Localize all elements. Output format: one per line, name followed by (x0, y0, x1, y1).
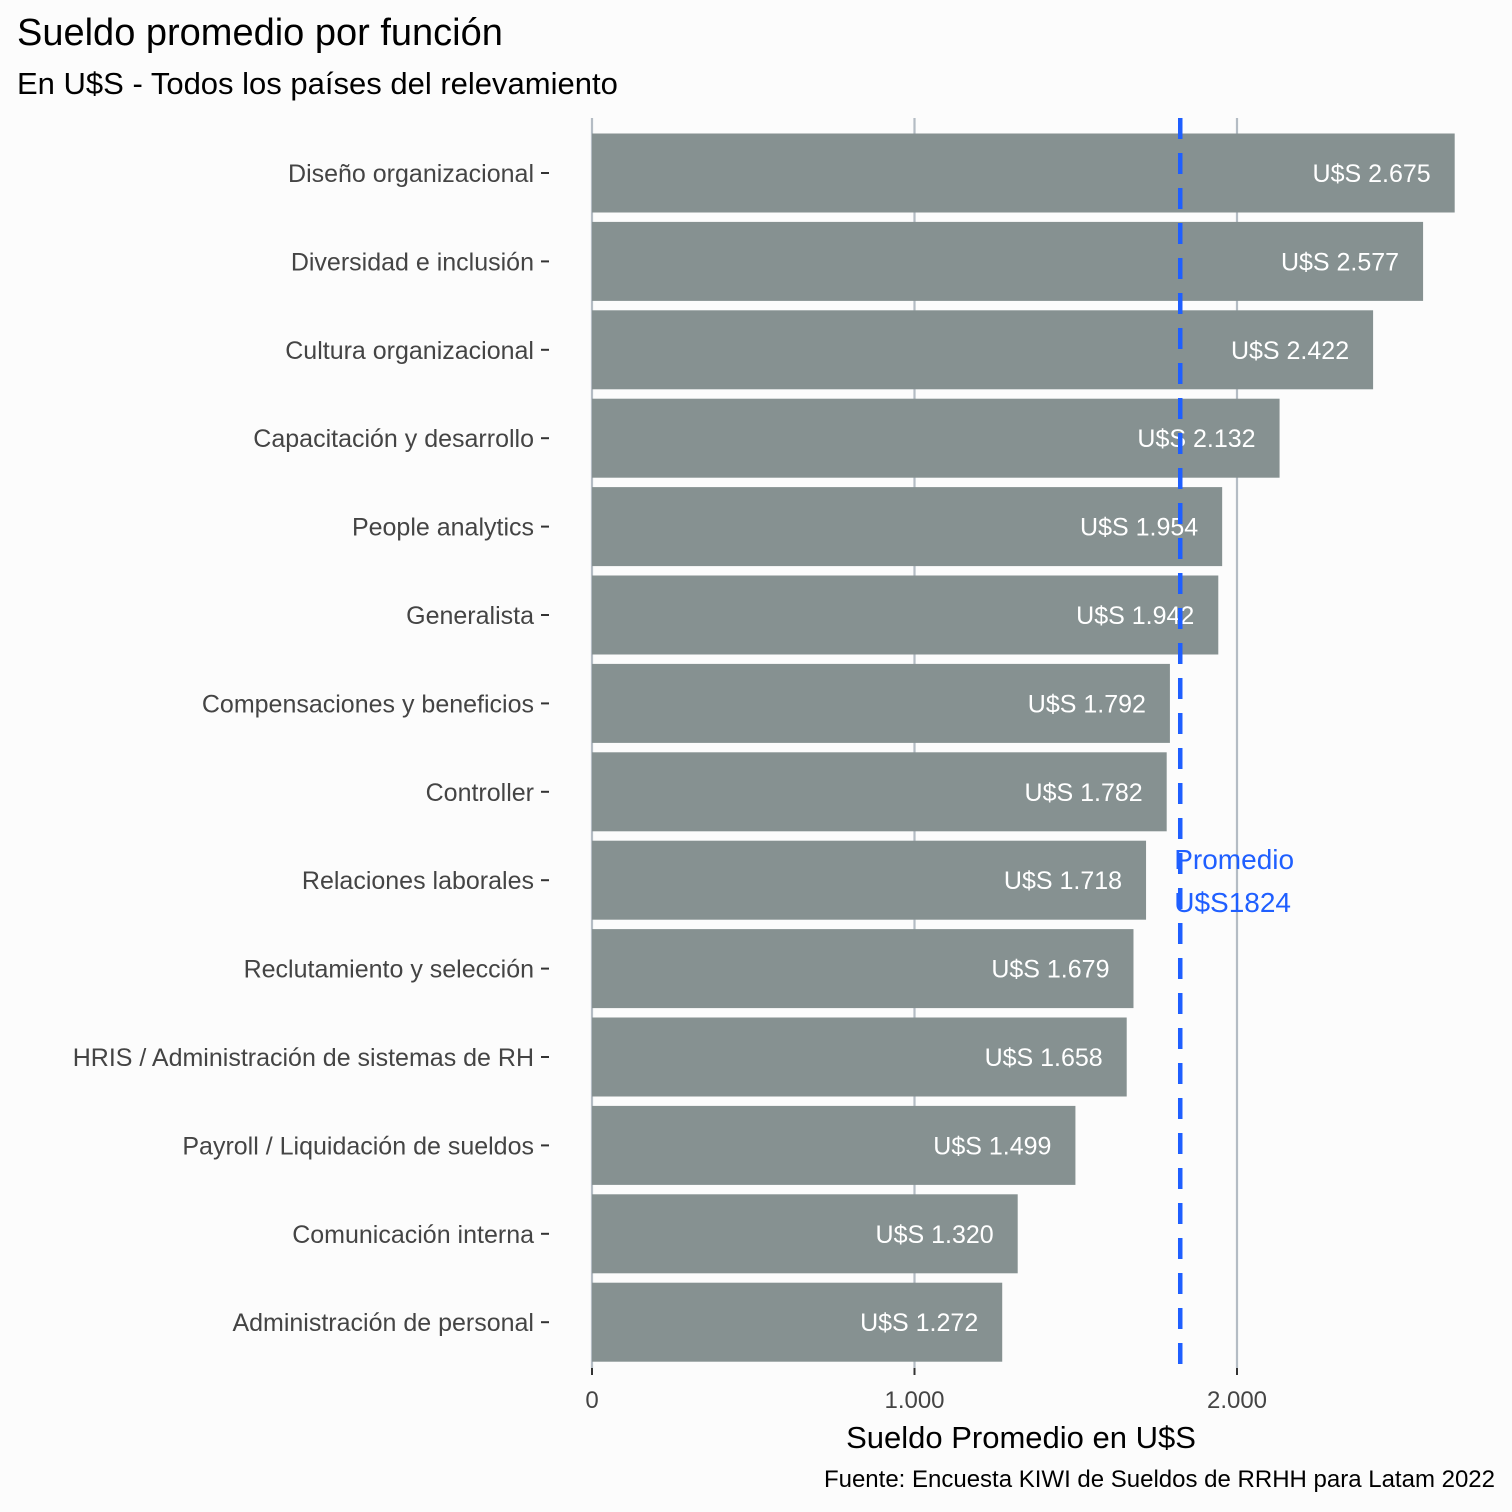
chart-caption: Fuente: Encuesta KIWI de Sueldos de RRHH… (823, 1466, 1495, 1493)
bar (592, 840, 1147, 920)
bar (592, 487, 1223, 567)
average-label: U$S1824 (1174, 887, 1291, 918)
bar-value-label: U$S 2.132 (1137, 425, 1255, 453)
y-tick-label: Controller (426, 779, 534, 807)
bar (592, 1017, 1127, 1097)
bar-value-label: U$S 1.782 (1025, 779, 1143, 807)
bar (592, 1194, 1018, 1274)
bar-value-label: U$S 2.422 (1231, 337, 1349, 365)
y-tick-label: Reclutamiento y selección (244, 956, 534, 984)
x-axis-title: Sueldo Promedio en U$S (846, 1420, 1196, 1455)
x-tick-label: 1.000 (884, 1387, 944, 1414)
bar (592, 1282, 1003, 1362)
axes: 0 1.000 2.000 Diseño organizacional Diversid… (73, 160, 1267, 1414)
bar (592, 752, 1167, 832)
bar-value-label: U$S 1.718 (1004, 867, 1122, 895)
y-tick-label: People analytics (352, 514, 534, 542)
bar-value-label: U$S 1.499 (933, 1132, 1051, 1160)
average-label: Promedio (1174, 844, 1294, 875)
bar-value-label: U$S 1.272 (860, 1309, 978, 1337)
bar-value-label: U$S 1.679 (991, 956, 1109, 984)
chart-title: Sueldo promedio por función (17, 12, 503, 54)
bar (592, 221, 1424, 301)
y-tick-label: Administración de personal (232, 1309, 534, 1337)
x-tick-label: 0 (585, 1387, 598, 1414)
bar-value-label: U$S 1.658 (985, 1044, 1103, 1072)
bar-value-label: U$S 1.792 (1028, 690, 1146, 718)
bar (592, 310, 1374, 390)
bar-value-label: U$S 1.320 (876, 1221, 994, 1249)
bar-value-label: U$S 2.577 (1281, 248, 1399, 276)
bar (592, 575, 1219, 655)
reference-line: Promedio U$S1824 (1174, 118, 1294, 1368)
y-tick-label: Comunicación interna (292, 1221, 534, 1249)
bar (592, 929, 1134, 1009)
bar-value-label: U$S 1.942 (1076, 602, 1194, 630)
y-tick-label: Diseño organizacional (288, 160, 534, 188)
chart-subtitle: En U$S - Todos los países del relevamien… (17, 66, 618, 101)
bar-value-label: U$S 2.675 (1313, 160, 1431, 188)
y-tick-label: Diversidad e inclusión (291, 248, 534, 276)
y-tick-label: Cultura organizacional (285, 337, 534, 365)
bar (592, 133, 1455, 213)
bar (592, 663, 1170, 743)
bar (592, 398, 1280, 478)
x-tick-label: 2.000 (1207, 1387, 1267, 1414)
y-tick-label: Compensaciones y beneficios (202, 690, 534, 718)
bars: U$S 2.675 U$S 2.577 U$S 2.422 U$S 2.132 U$S … (592, 133, 1455, 1362)
y-tick-label: HRIS / Administración de sistemas de RH (73, 1044, 534, 1072)
y-tick-label: Payroll / Liquidación de sueldos (182, 1132, 534, 1160)
y-tick-label: Relaciones laborales (302, 867, 534, 895)
y-tick-label: Generalista (406, 602, 534, 630)
y-tick-label: Capacitación y desarrollo (253, 425, 534, 453)
bar (592, 1105, 1076, 1185)
